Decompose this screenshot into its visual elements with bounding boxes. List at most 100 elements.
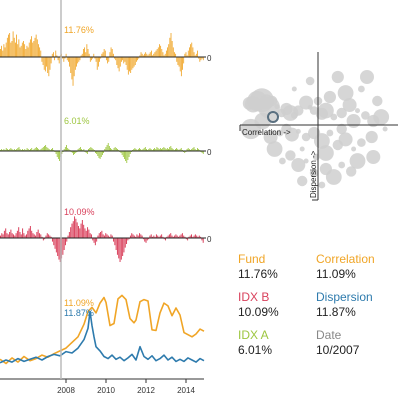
- bar: [103, 151, 105, 153]
- bar: [113, 148, 115, 151]
- bar: [118, 238, 120, 259]
- bar: [158, 149, 160, 151]
- bar: [108, 146, 110, 151]
- bar: [72, 221, 74, 238]
- bar: [131, 233, 133, 238]
- bar: [148, 238, 150, 240]
- bar: [75, 151, 77, 153]
- bar: [159, 235, 161, 238]
- bar: [202, 57, 204, 61]
- bar: [103, 235, 105, 238]
- bar: [6, 233, 8, 238]
- bar: [171, 148, 173, 151]
- bar: [27, 230, 29, 238]
- bar: [16, 149, 18, 151]
- scatter-point: [301, 132, 311, 142]
- bar: [34, 37, 36, 57]
- bar: [196, 235, 198, 238]
- scatter-point: [336, 123, 347, 135]
- bar: [56, 55, 58, 57]
- bar: [62, 57, 64, 59]
- bar: [74, 151, 76, 154]
- bar: [63, 57, 65, 62]
- bar: [168, 44, 170, 57]
- bar: [19, 47, 21, 57]
- bar: [71, 223, 73, 238]
- bar: [18, 39, 20, 57]
- bar: [111, 149, 113, 151]
- bar: [121, 151, 123, 155]
- bar: [6, 149, 8, 151]
- bar: [191, 149, 193, 151]
- bar: [143, 148, 145, 151]
- bar: [194, 55, 196, 57]
- bar: [41, 148, 43, 151]
- bar: [50, 236, 52, 238]
- bar: [63, 149, 65, 151]
- bar: [170, 233, 172, 238]
- bar: [28, 228, 30, 238]
- bar: [179, 57, 181, 72]
- bar: [128, 238, 130, 240]
- bar: [186, 149, 188, 151]
- bar: [18, 227, 20, 238]
- bar: [110, 234, 112, 238]
- bar: [51, 149, 52, 151]
- bar: [132, 234, 134, 238]
- bar: [110, 148, 111, 151]
- bar: [126, 151, 128, 163]
- bar: [57, 238, 59, 256]
- bar: [96, 151, 98, 154]
- bar: [96, 238, 98, 242]
- bar: [83, 224, 85, 238]
- legend-label-idx-a: IDX A: [238, 328, 269, 342]
- bar: [77, 57, 79, 64]
- bar: [27, 149, 29, 151]
- bar: [191, 234, 193, 238]
- bar: [166, 148, 168, 151]
- bar: [100, 57, 102, 59]
- bar: [157, 148, 159, 151]
- bar: [89, 148, 91, 151]
- bar: [45, 235, 47, 238]
- scatter-point: [372, 95, 383, 107]
- bar: [25, 234, 27, 238]
- bar: [90, 234, 92, 238]
- bar: [113, 238, 115, 242]
- bar: [180, 148, 182, 151]
- scatter-y-axis-label: Dispersion ->: [309, 150, 318, 198]
- bar: [193, 147, 195, 151]
- legend-value-fund: 11.76%: [238, 267, 278, 281]
- bar: [54, 57, 56, 61]
- bar: [33, 149, 35, 151]
- bar: [131, 57, 133, 70]
- bar: [100, 232, 102, 238]
- bar: [93, 238, 95, 243]
- bar: [76, 57, 77, 67]
- bar: [98, 233, 100, 238]
- bar: [55, 238, 57, 253]
- bar: [30, 149, 31, 151]
- bar: [187, 148, 189, 151]
- zero-label: 0: [207, 235, 212, 244]
- bar: [22, 149, 23, 151]
- bar: [10, 148, 12, 151]
- bar: [198, 235, 200, 238]
- scatter-point: [291, 86, 297, 92]
- bar: [42, 147, 44, 151]
- bar: [154, 236, 156, 238]
- bar: [149, 148, 151, 151]
- bar: [199, 57, 201, 62]
- bar: [130, 57, 132, 73]
- bar: [154, 52, 156, 57]
- bar: [187, 50, 189, 57]
- bar: [127, 57, 129, 75]
- bar: [141, 53, 143, 57]
- bar: [23, 41, 24, 57]
- bar: [161, 149, 162, 151]
- scatter-point: [293, 105, 304, 116]
- bar: [185, 238, 187, 240]
- bar: [136, 57, 137, 62]
- bar: [31, 36, 32, 57]
